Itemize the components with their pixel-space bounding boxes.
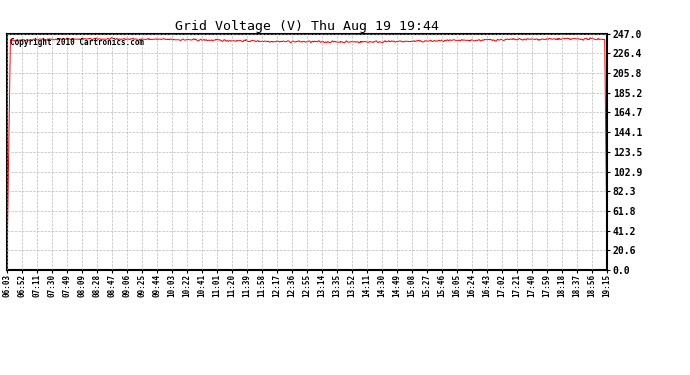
Title: Grid Voltage (V) Thu Aug 19 19:44: Grid Voltage (V) Thu Aug 19 19:44	[175, 20, 439, 33]
Text: Copyright 2010 Cartronics.com: Copyright 2010 Cartronics.com	[10, 39, 144, 48]
